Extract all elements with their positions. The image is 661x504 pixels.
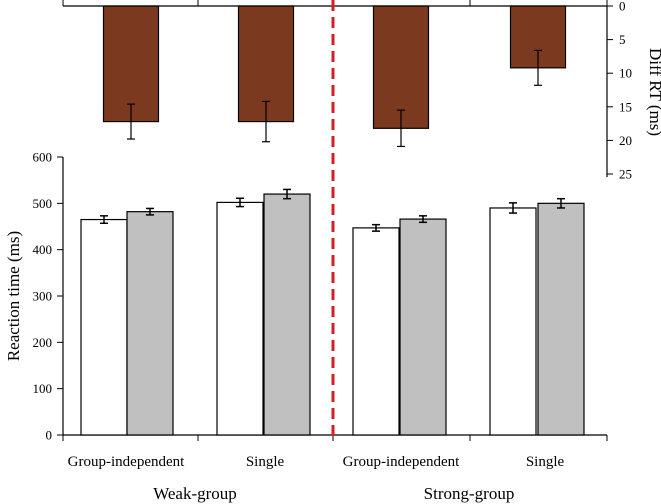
rt-bar-s2-1	[126, 211, 174, 436]
top-y-ticks: 0 5 10 15 20 25	[607, 0, 632, 182]
top-y-axis-label: Diff RT (ms)	[646, 48, 661, 136]
bottom-y-tick-label-1: 100	[33, 381, 53, 396]
bottom-y-tick-label-5: 500	[33, 196, 53, 211]
bottom-y-ticks: 0 100 200 300 400 500 600	[33, 150, 63, 443]
top-y-tick-label-2: 10	[619, 66, 632, 81]
diff-rt-chart: Diff RT (ms) 0 5 10 15 20 25	[62, 0, 661, 182]
diff-bar-1	[102, 5, 160, 123]
group-label-strong: Strong-group	[424, 484, 515, 503]
rt-bar-s1-4	[489, 207, 537, 436]
bottom-x-ticks	[62, 435, 608, 441]
rt-bar-s1-1	[80, 218, 128, 436]
bottom-bars	[80, 188, 585, 436]
bottom-y-tick-label-6: 600	[33, 150, 53, 165]
bottom-y-tick-label-4: 400	[33, 242, 53, 257]
category-label-3: Group-independent	[343, 454, 460, 470]
top-bars	[102, 5, 567, 148]
rt-bar-s1-3	[352, 227, 400, 436]
bottom-y-tick-label-3: 300	[33, 289, 53, 304]
group-label-weak: Weak-group	[153, 484, 237, 503]
top-y-tick-label-1: 5	[619, 32, 626, 47]
top-y-tick-label-0: 0	[619, 0, 626, 14]
bottom-y-axis-label: Reaction time (ms)	[4, 231, 23, 361]
category-label-1: Group-independent	[68, 454, 185, 470]
rt-bar-s2-2	[263, 193, 311, 436]
top-y-tick-label-4: 20	[619, 133, 632, 148]
bottom-y-tick-label-2: 200	[33, 335, 53, 350]
top-x-ticks	[62, 0, 608, 6]
rt-bar-s2-4	[537, 202, 585, 436]
category-label-2: Single	[246, 454, 285, 470]
bottom-y-tick-label-0: 0	[46, 428, 53, 443]
category-label-4: Single	[526, 454, 565, 470]
top-y-tick-label-5: 25	[619, 167, 632, 182]
rt-bar-s1-2	[216, 201, 264, 436]
top-y-tick-label-3: 15	[619, 99, 632, 114]
rt-bar-s2-3	[399, 218, 447, 436]
diff-bar-3	[372, 5, 430, 129]
reaction-time-chart: Reaction time (ms) 0 100 200 300 400 500 600	[4, 150, 608, 443]
